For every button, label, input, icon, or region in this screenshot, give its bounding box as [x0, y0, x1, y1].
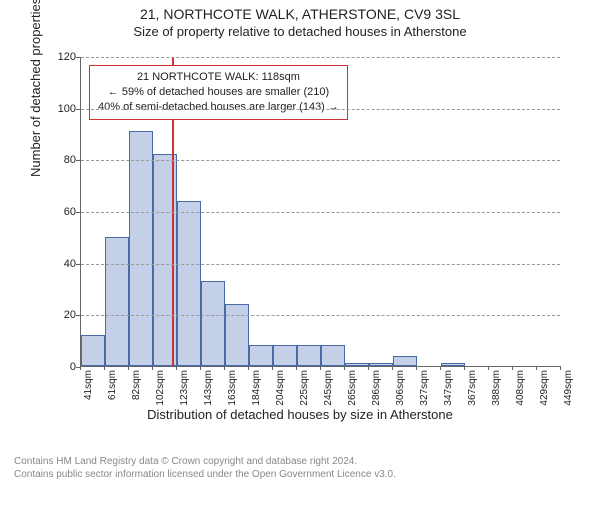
- chart-subtitle: Size of property relative to detached ho…: [0, 24, 600, 39]
- x-tick-label: 306sqm: [395, 370, 406, 410]
- x-tick-mark: [272, 366, 273, 370]
- histogram-bar: [345, 363, 369, 366]
- x-tick-mark: [248, 366, 249, 370]
- grid-line: [81, 315, 560, 316]
- x-tick-mark: [512, 366, 513, 370]
- x-tick-mark: [296, 366, 297, 370]
- x-tick-mark: [176, 366, 177, 370]
- y-tick-mark: [76, 109, 80, 110]
- x-tick-label: 245sqm: [323, 370, 334, 410]
- y-tick-mark: [76, 160, 80, 161]
- annotation-line1: 21 NORTHCOTE WALK: 118sqm: [98, 70, 339, 85]
- x-tick-label: 163sqm: [227, 370, 238, 410]
- annotation-box: 21 NORTHCOTE WALK: 118sqm ← 59% of detac…: [89, 65, 348, 120]
- x-tick-label: 225sqm: [299, 370, 310, 410]
- x-tick-label: 449sqm: [563, 370, 574, 410]
- y-tick-label: 20: [50, 309, 76, 321]
- x-tick-label: 102sqm: [155, 370, 166, 410]
- histogram-bar: [81, 335, 105, 366]
- x-tick-label: 123sqm: [179, 370, 190, 410]
- histogram-bar: [369, 363, 393, 366]
- y-tick-mark: [76, 264, 80, 265]
- y-tick-mark: [76, 315, 80, 316]
- x-tick-label: 82sqm: [131, 370, 142, 410]
- x-tick-label: 265sqm: [347, 370, 358, 410]
- y-tick-label: 120: [50, 51, 76, 63]
- x-tick-mark: [320, 366, 321, 370]
- x-tick-mark: [344, 366, 345, 370]
- x-tick-mark: [368, 366, 369, 370]
- y-tick-mark: [76, 212, 80, 213]
- y-tick-mark: [76, 57, 80, 58]
- x-tick-mark: [560, 366, 561, 370]
- x-tick-label: 408sqm: [515, 370, 526, 410]
- footer-line1: Contains HM Land Registry data © Crown c…: [14, 455, 600, 468]
- histogram-bar: [249, 345, 273, 366]
- x-tick-mark: [464, 366, 465, 370]
- x-tick-label: 367sqm: [467, 370, 478, 410]
- x-tick-mark: [392, 366, 393, 370]
- grid-line: [81, 212, 560, 213]
- histogram-bar: [393, 356, 417, 366]
- x-tick-label: 388sqm: [491, 370, 502, 410]
- x-tick-label: 286sqm: [371, 370, 382, 410]
- x-tick-label: 327sqm: [419, 370, 430, 410]
- grid-line: [81, 109, 560, 110]
- x-tick-mark: [536, 366, 537, 370]
- x-tick-mark: [104, 366, 105, 370]
- x-tick-mark: [128, 366, 129, 370]
- y-axis-label: Number of detached properties: [28, 0, 43, 177]
- y-tick-label: 80: [50, 154, 76, 166]
- plot-area: 21 NORTHCOTE WALK: 118sqm ← 59% of detac…: [80, 57, 560, 367]
- histogram-bar: [129, 131, 153, 366]
- histogram-bar: [201, 281, 225, 366]
- histogram-bar: [321, 345, 345, 366]
- histogram-bar: [297, 345, 321, 366]
- x-tick-label: 204sqm: [275, 370, 286, 410]
- y-tick-label: 40: [50, 258, 76, 270]
- grid-line: [81, 160, 560, 161]
- grid-line: [81, 264, 560, 265]
- x-tick-label: 143sqm: [203, 370, 214, 410]
- x-tick-label: 184sqm: [251, 370, 262, 410]
- x-tick-mark: [440, 366, 441, 370]
- x-tick-mark: [200, 366, 201, 370]
- histogram-bar: [105, 237, 129, 366]
- annotation-line2: ← 59% of detached houses are smaller (21…: [98, 85, 339, 100]
- x-tick-label: 61sqm: [107, 370, 118, 410]
- y-tick-label: 60: [50, 206, 76, 218]
- page-title: 21, NORTHCOTE WALK, ATHERSTONE, CV9 3SL: [0, 6, 600, 22]
- chart-container: Number of detached properties 21 NORTHCO…: [20, 47, 580, 427]
- grid-line: [81, 57, 560, 58]
- histogram-bar: [177, 201, 201, 366]
- x-tick-mark: [488, 366, 489, 370]
- x-tick-label: 347sqm: [443, 370, 454, 410]
- footer: Contains HM Land Registry data © Crown c…: [14, 455, 600, 481]
- x-tick-label: 41sqm: [83, 370, 94, 410]
- histogram-bar: [225, 304, 249, 366]
- x-tick-mark: [80, 366, 81, 370]
- y-tick-label: 100: [50, 103, 76, 115]
- histogram-bar: [273, 345, 297, 366]
- x-tick-mark: [416, 366, 417, 370]
- y-tick-label: 0: [50, 361, 76, 373]
- x-tick-mark: [152, 366, 153, 370]
- x-tick-mark: [224, 366, 225, 370]
- footer-line2: Contains public sector information licen…: [14, 468, 600, 481]
- histogram-bar: [441, 363, 465, 366]
- annotation-line3: 40% of semi-detached houses are larger (…: [98, 100, 339, 115]
- x-tick-label: 429sqm: [539, 370, 550, 410]
